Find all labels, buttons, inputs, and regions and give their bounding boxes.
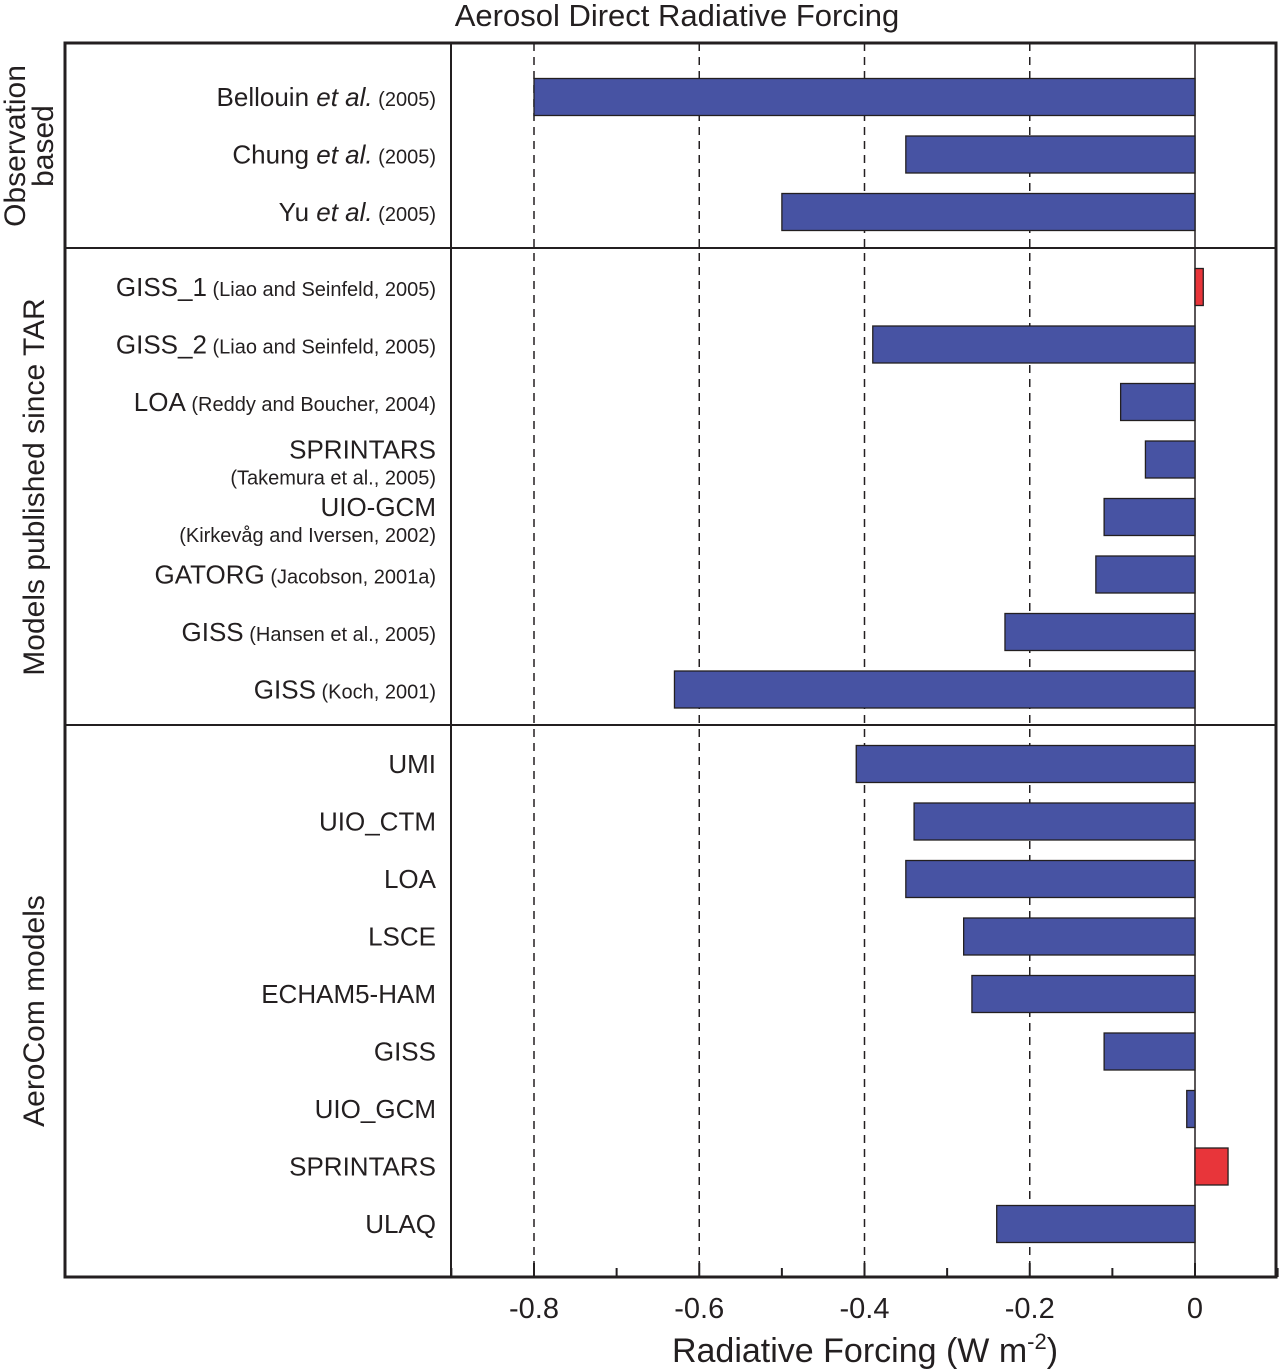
bar [1144,440,1196,479]
group-labels: Observationbased Models published since T… [0,65,60,1127]
x-tick-label: -0.8 [509,1293,559,1325]
row-label: Yu et al. (2005) [279,197,436,227]
row-label: UIO_GCM [315,1094,436,1124]
x-tick-label: -0.2 [1005,1293,1055,1325]
bars [533,77,1229,1244]
bar [971,974,1196,1014]
row-label: LOA [384,864,437,894]
plot-frame [63,41,1278,1279]
bar [1095,555,1196,594]
bar [996,1204,1196,1244]
frame-border [63,41,1278,1279]
row-label: SPRINTARS [289,1152,436,1182]
bar [963,917,1196,956]
row-label: GISS_2 (Liao and Seinfeld, 2005) [116,330,436,360]
x-tick-label: -0.4 [840,1293,890,1325]
x-axis: -0.8 -0.6 -0.4 -0.2 0 [450,1263,1279,1325]
row-label: UIO-GCM [320,492,436,522]
bar [1194,267,1204,307]
group-label: Models published since TAR [18,298,51,675]
row-label: ULAQ [365,1209,436,1239]
row-label: Chung et al. (2005) [232,140,436,170]
row-label: GATORG (Jacobson, 2001a) [154,560,436,590]
x-tick-label: 0 [1187,1293,1203,1325]
bar [855,744,1196,784]
row-label-ref: (Kirkevåg and Iversen, 2002) [179,525,436,547]
row-labels: Bellouin et al. (2005) Chung et al. (2005… [116,82,437,1239]
group-label: Observationbased [0,65,60,227]
chart-title: Aerosol Direct Radiative Forcing [455,0,900,33]
row-label: LSCE [368,922,436,952]
bar [1186,1089,1196,1129]
row-label: LOA (Reddy and Boucher, 2004) [134,387,436,417]
bar [533,77,1196,117]
group-label: AeroCom models [18,895,51,1127]
row-label-ref: (Takemura et al., 2005) [230,468,436,490]
bar [673,670,1196,709]
bar [1004,612,1196,652]
bar [905,135,1196,174]
row-label: GISS (Koch, 2001) [254,675,436,705]
bar [1103,1032,1196,1071]
row-label: ECHAM5-HAM [261,979,436,1009]
bar [1119,382,1196,422]
row-label: SPRINTARS [289,435,436,465]
bar [905,859,1196,899]
x-tick-label: -0.6 [674,1293,724,1325]
row-label: UMI [388,749,436,779]
row-label: GISS [374,1037,436,1067]
bar [872,325,1196,364]
gridlines [533,43,1196,1277]
bar [913,802,1196,841]
row-label: UIO_CTM [319,807,436,837]
bar [1194,1147,1229,1186]
bar [1103,497,1196,537]
row-label: GISS_1 (Liao and Seinfeld, 2005) [116,272,436,302]
bar [781,192,1196,232]
x-axis-title: Radiative Forcing (W m-2) [672,1329,1058,1370]
row-label: Bellouin et al. (2005) [217,82,436,112]
row-label: GISS (Hansen et al., 2005) [182,617,436,647]
